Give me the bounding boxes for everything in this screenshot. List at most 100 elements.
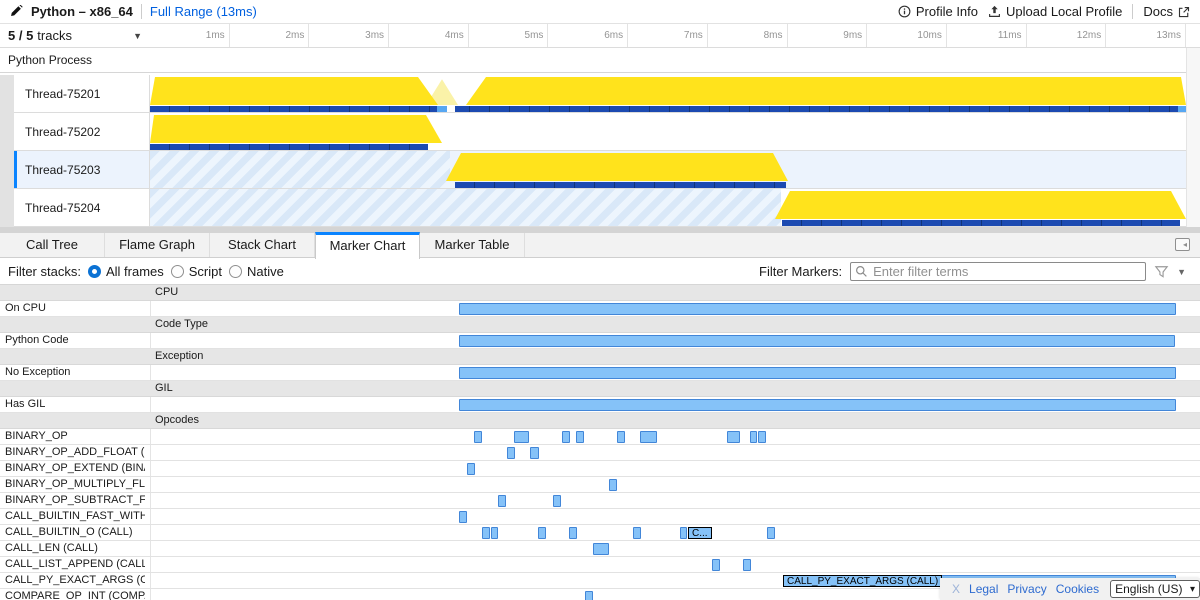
marker[interactable] xyxy=(514,431,529,443)
filter-caret-icon[interactable]: ▼ xyxy=(1177,266,1186,277)
marker[interactable] xyxy=(553,495,561,507)
marker[interactable] xyxy=(758,431,766,443)
tab-stack-chart[interactable]: Stack Chart xyxy=(210,233,315,257)
marker[interactable] xyxy=(750,431,757,443)
marker[interactable] xyxy=(482,527,490,539)
marker-track[interactable] xyxy=(150,557,1186,573)
marker[interactable] xyxy=(727,431,740,443)
marker[interactable] xyxy=(569,527,577,539)
marker-label-divider xyxy=(150,493,151,508)
marker-row: COMPARE_OP_INT (COMPA... xyxy=(0,589,1200,600)
marker-track[interactable] xyxy=(150,509,1186,525)
profile-title-group: Python – x86_64 Full Range (13ms) xyxy=(0,4,257,19)
thread-track-chart[interactable] xyxy=(150,113,1186,150)
marker-track[interactable] xyxy=(150,397,1186,413)
marker-track[interactable] xyxy=(150,461,1186,477)
thread-track-row: Thread-75203 xyxy=(14,151,1186,189)
timeline-vertical-scrollbar[interactable] xyxy=(1186,48,1200,228)
marker[interactable] xyxy=(640,431,657,443)
radio-script[interactable] xyxy=(170,265,184,278)
idle-stripes-region xyxy=(150,151,450,188)
marker[interactable] xyxy=(474,431,482,443)
marker[interactable] xyxy=(562,431,570,443)
thread-label[interactable]: Thread-75204 xyxy=(14,189,150,226)
radio-all-frames[interactable] xyxy=(87,265,101,278)
tab-marker-table[interactable]: Marker Table xyxy=(420,233,525,257)
thread-track-chart[interactable] xyxy=(150,151,1186,188)
marker[interactable] xyxy=(767,527,775,539)
marker[interactable] xyxy=(498,495,506,507)
upload-profile-button[interactable]: Upload Local Profile xyxy=(988,4,1122,19)
marker-track[interactable] xyxy=(150,429,1186,445)
marker[interactable] xyxy=(680,527,687,539)
marker[interactable] xyxy=(593,543,609,555)
timeline-ruler[interactable]: 1ms 2ms 3ms 4ms 5ms 6ms 7ms 8ms 9ms 10ms 11ms 12ms 1… xyxy=(150,24,1186,47)
marker-track[interactable] xyxy=(150,365,1186,381)
footer-link-cookies[interactable]: Cookies xyxy=(1055,582,1100,596)
marker-label-divider xyxy=(150,397,151,412)
funnel-icon[interactable] xyxy=(1154,265,1169,279)
marker-label-divider xyxy=(150,429,151,444)
marker-filter-input[interactable] xyxy=(850,262,1147,281)
marker[interactable] xyxy=(633,527,641,539)
marker[interactable] xyxy=(617,431,625,443)
radio-label[interactable]: Script xyxy=(188,264,222,279)
thread-track-chart[interactable] xyxy=(150,75,1186,112)
thread-label[interactable]: Thread-75201 xyxy=(14,75,150,112)
marker-track[interactable]: C... xyxy=(150,525,1186,541)
marker-track[interactable] xyxy=(150,333,1186,349)
marker[interactable] xyxy=(585,591,593,600)
marker[interactable] xyxy=(459,399,1176,411)
marker-track[interactable] xyxy=(150,445,1186,461)
thread-label[interactable]: Thread-75202 xyxy=(14,113,150,150)
marker[interactable] xyxy=(467,463,475,475)
thread-track-row: Thread-75204 xyxy=(14,189,1186,227)
marker-track[interactable] xyxy=(150,541,1186,557)
marker[interactable] xyxy=(459,511,467,523)
cpu-usage-graph xyxy=(150,115,442,143)
marker-row-label: CALL_BUILTIN_FAST_WITH... xyxy=(5,510,145,522)
radio-label[interactable]: Native xyxy=(247,264,284,279)
tracks-dropdown[interactable]: 5 / 5 tracks ▼ xyxy=(0,24,150,47)
sidebar-toggle-icon[interactable]: ◂ xyxy=(1175,238,1190,251)
radio-label[interactable]: All frames xyxy=(105,264,164,279)
thread-track-chart[interactable] xyxy=(150,189,1186,226)
docs-button[interactable]: Docs xyxy=(1143,4,1190,19)
marker[interactable] xyxy=(712,559,720,571)
thread-label[interactable]: Thread-75203 xyxy=(14,151,150,188)
tab-marker-chart[interactable]: Marker Chart xyxy=(315,232,420,259)
process-track-row[interactable]: Python Process xyxy=(0,48,1186,73)
marker-row: BINARY_OP_ADD_FLOAT (B... xyxy=(0,445,1200,461)
marker[interactable] xyxy=(459,367,1176,379)
marker-track[interactable] xyxy=(150,301,1186,317)
footer-link-privacy[interactable]: Privacy xyxy=(1007,582,1047,596)
tab-flame-graph[interactable]: Flame Graph xyxy=(105,233,210,257)
marker[interactable] xyxy=(576,431,584,443)
marker[interactable] xyxy=(459,335,1175,347)
marker[interactable]: C... xyxy=(688,527,712,539)
marker[interactable] xyxy=(507,447,515,459)
marker[interactable] xyxy=(538,527,546,539)
marker[interactable] xyxy=(491,527,498,539)
marker[interactable] xyxy=(459,303,1176,315)
pencil-icon[interactable] xyxy=(10,5,23,18)
profile-info-button[interactable]: Profile Info xyxy=(898,4,978,19)
filter-row: Filter stacks: All frames Script Native Fi… xyxy=(0,259,1200,285)
tab-call-tree[interactable]: Call Tree xyxy=(0,233,105,257)
full-range-button[interactable]: Full Range (13ms) xyxy=(149,4,257,19)
process-track-label: Python Process xyxy=(8,53,93,67)
language-select[interactable]: English (US) ▾ xyxy=(1110,580,1200,598)
marker-track[interactable] xyxy=(150,589,1186,600)
thread-name: Thread-75201 xyxy=(25,86,101,101)
marker-row: BINARY_OP xyxy=(0,429,1200,445)
marker-track[interactable] xyxy=(150,477,1186,493)
marker-track[interactable] xyxy=(150,493,1186,509)
footer-link-legal[interactable]: Legal xyxy=(969,582,999,596)
marker[interactable] xyxy=(609,479,617,491)
marker[interactable] xyxy=(743,559,751,571)
radio-native[interactable] xyxy=(229,265,242,278)
top-header: Python – x86_64 Full Range (13ms) Profil… xyxy=(0,0,1200,24)
marker-search-box xyxy=(850,262,1147,281)
footer-dismiss-button[interactable]: X xyxy=(952,582,961,596)
marker[interactable] xyxy=(530,447,539,459)
